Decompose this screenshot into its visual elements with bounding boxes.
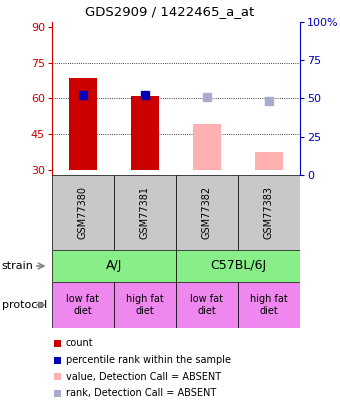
Text: GSM77380: GSM77380 bbox=[78, 186, 88, 239]
Bar bbox=[255, 152, 283, 170]
Text: high fat
diet: high fat diet bbox=[250, 294, 288, 316]
Bar bbox=[52, 282, 114, 328]
Text: C57BL/6J: C57BL/6J bbox=[210, 260, 266, 273]
Bar bbox=[176, 175, 238, 250]
Bar bbox=[193, 124, 221, 170]
Bar bbox=[176, 282, 238, 328]
Bar bbox=[54, 390, 61, 397]
Text: low fat
diet: low fat diet bbox=[67, 294, 100, 316]
Bar bbox=[238, 175, 300, 250]
Bar bbox=[52, 250, 176, 282]
Bar bbox=[54, 340, 61, 347]
Bar bbox=[238, 282, 300, 328]
Text: strain: strain bbox=[2, 261, 34, 271]
Text: low fat
diet: low fat diet bbox=[190, 294, 223, 316]
Bar bbox=[52, 175, 114, 250]
Text: A/J: A/J bbox=[106, 260, 122, 273]
Bar bbox=[114, 282, 176, 328]
Bar bbox=[54, 373, 61, 380]
Text: GSM77381: GSM77381 bbox=[140, 186, 150, 239]
Text: protocol: protocol bbox=[2, 300, 47, 310]
Bar bbox=[131, 96, 159, 170]
Text: GSM77383: GSM77383 bbox=[264, 186, 274, 239]
Text: rank, Detection Call = ABSENT: rank, Detection Call = ABSENT bbox=[66, 388, 216, 399]
Bar bbox=[69, 78, 97, 170]
Text: value, Detection Call = ABSENT: value, Detection Call = ABSENT bbox=[66, 372, 221, 382]
Text: count: count bbox=[66, 338, 94, 348]
Text: GSM77382: GSM77382 bbox=[202, 186, 212, 239]
Text: GDS2909 / 1422465_a_at: GDS2909 / 1422465_a_at bbox=[85, 6, 255, 19]
Text: high fat
diet: high fat diet bbox=[126, 294, 164, 316]
Text: percentile rank within the sample: percentile rank within the sample bbox=[66, 355, 231, 365]
Bar bbox=[176, 250, 300, 282]
Bar bbox=[114, 175, 176, 250]
Bar bbox=[54, 356, 61, 364]
